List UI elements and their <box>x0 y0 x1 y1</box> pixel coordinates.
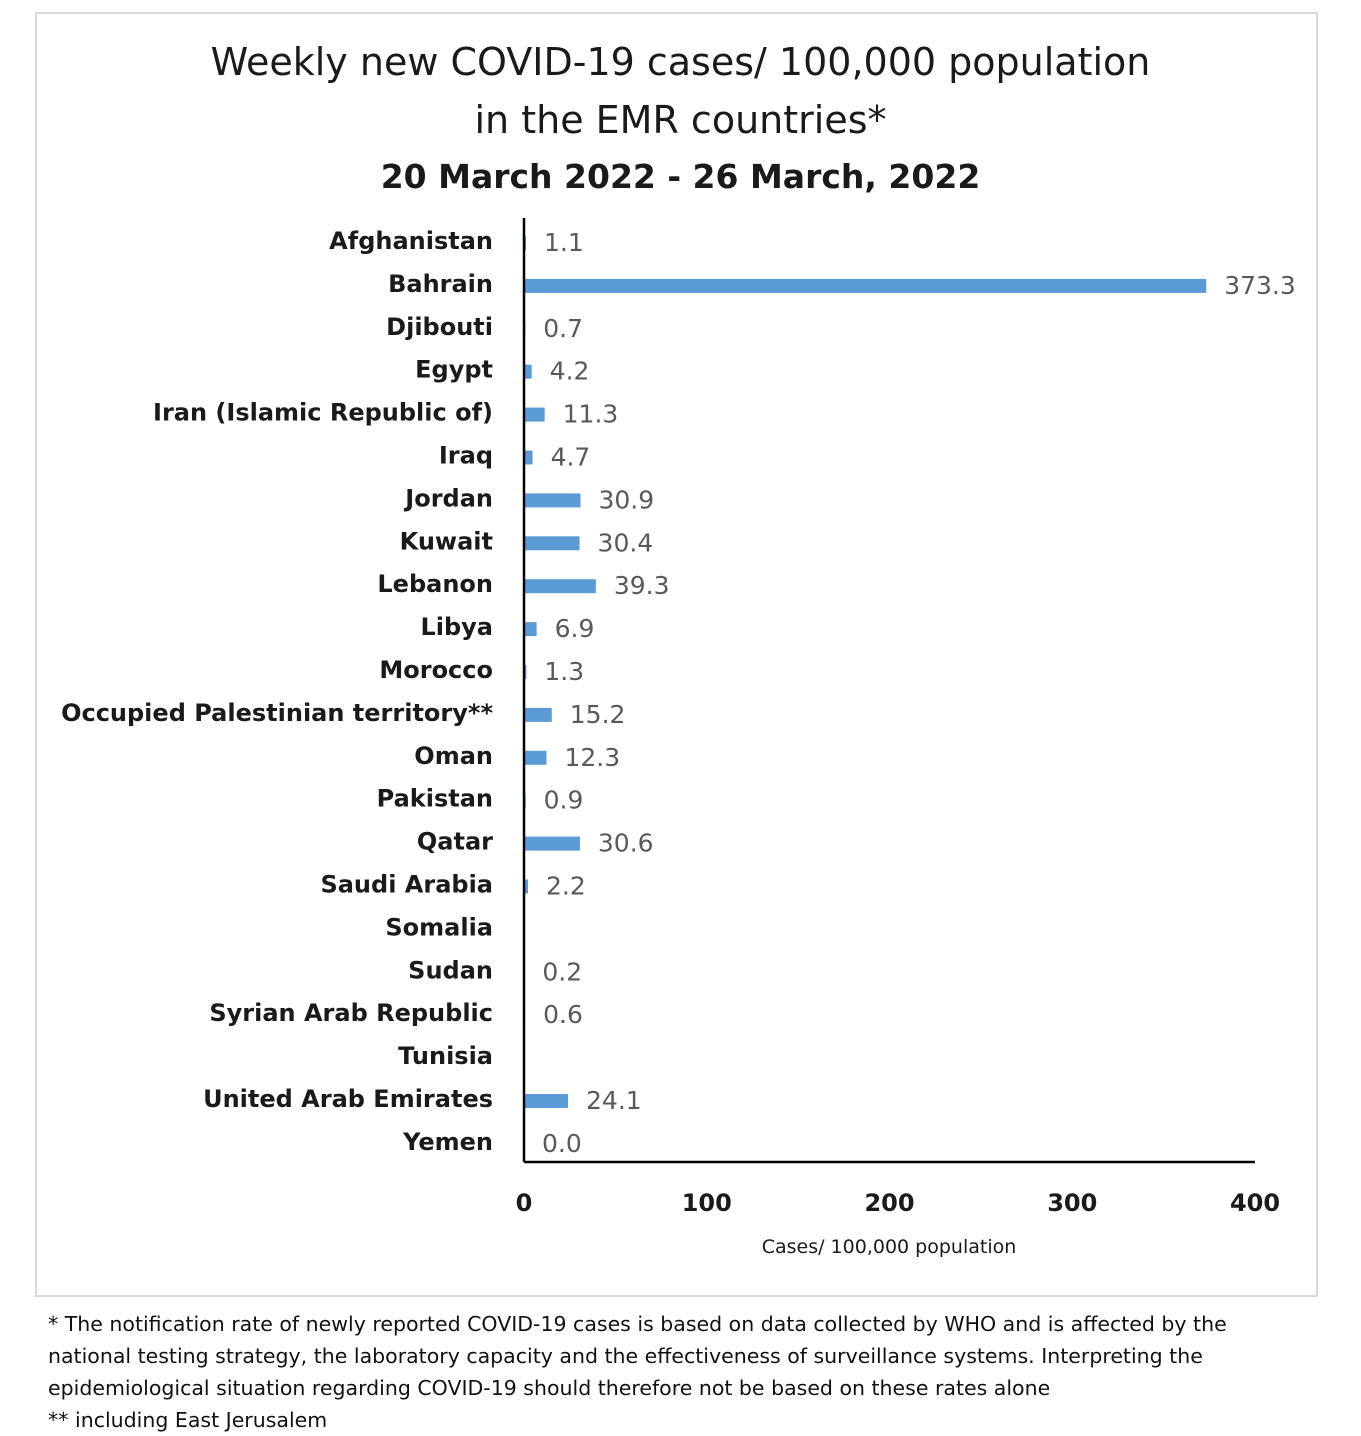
category-label: Yemen <box>402 1128 493 1156</box>
category-label: Saudi Arabia <box>320 871 493 899</box>
category-label: Oman <box>414 742 493 770</box>
bar <box>524 836 580 851</box>
category-label: Egypt <box>415 356 493 384</box>
x-tick-label: 200 <box>864 1189 914 1217</box>
chart-frame <box>35 12 1318 1297</box>
bar <box>524 622 537 637</box>
data-label: 24.1 <box>586 1086 642 1115</box>
category-label: Bahrain <box>388 270 493 298</box>
data-label: 0.6 <box>543 1000 583 1029</box>
chart-title-line-1: Weekly new COVID-19 cases/ 100,000 popul… <box>210 40 1151 84</box>
x-tick-label: 100 <box>682 1189 732 1217</box>
x-tick-label: 0 <box>516 1189 533 1217</box>
data-label: 2.2 <box>546 872 586 901</box>
footnote-line: epidemiological situation regarding COVI… <box>48 1376 1051 1400</box>
data-label: 0.0 <box>542 1129 582 1158</box>
data-label: 30.6 <box>598 829 654 858</box>
data-label: 12.3 <box>564 743 620 772</box>
bar-chart: Afghanistan 1.1 Bahrain 373.3 Djibouti 0.7 Egy… <box>61 218 1296 1258</box>
footnotes: * The notification rate of newly reporte… <box>48 1308 1338 1436</box>
category-label: Lebanon <box>377 570 493 598</box>
category-label: Somalia <box>385 913 493 941</box>
data-label: 15.2 <box>570 700 626 729</box>
x-tick-label: 400 <box>1230 1189 1280 1217</box>
data-label: 11.3 <box>563 400 619 429</box>
bar <box>524 879 529 894</box>
bar <box>524 579 596 594</box>
category-label: Djibouti <box>386 313 493 341</box>
footnote-line: * The notification rate of newly reporte… <box>48 1312 1227 1336</box>
category-label: Kuwait <box>400 527 493 555</box>
data-label: 6.9 <box>555 614 595 643</box>
data-label: 30.9 <box>598 485 654 514</box>
category-label: Qatar <box>417 828 493 856</box>
footnote-line: ** including East Jerusalem <box>48 1408 328 1432</box>
data-label: 1.1 <box>544 228 584 257</box>
category-label: Pakistan <box>377 785 493 813</box>
data-label: 0.2 <box>542 957 582 986</box>
category-label: Jordan <box>403 484 493 512</box>
data-label: 4.7 <box>551 443 591 472</box>
category-label: Morocco <box>379 656 493 684</box>
category-label: Sudan <box>408 956 493 984</box>
data-label: 30.4 <box>598 528 654 557</box>
category-label: Iran (Islamic Republic of) <box>153 399 493 427</box>
data-label: 0.7 <box>543 314 583 343</box>
data-label: 0.9 <box>544 786 584 815</box>
category-label: Iraq <box>439 442 493 470</box>
data-label: 39.3 <box>614 571 670 600</box>
bar <box>524 450 533 465</box>
category-label: Syrian Arab Republic <box>209 999 493 1027</box>
chart-title-line-2: in the EMR countries* <box>474 98 887 142</box>
bar <box>524 407 545 422</box>
data-label: 373.3 <box>1224 271 1296 300</box>
x-tick-label: 300 <box>1047 1189 1097 1217</box>
bar <box>524 493 581 508</box>
bar <box>524 536 580 551</box>
x-axis-title: Cases/ 100,000 population <box>762 1236 1017 1258</box>
bar <box>524 750 547 765</box>
chart-subtitle: 20 March 2022 - 26 March, 2022 <box>380 157 981 196</box>
data-label: 1.3 <box>544 657 584 686</box>
category-label: Tunisia <box>398 1042 493 1070</box>
bar <box>524 707 552 722</box>
category-label: Libya <box>420 613 493 641</box>
bar <box>524 364 532 379</box>
category-label: United Arab Emirates <box>203 1085 493 1113</box>
footnote-line: national testing strategy, the laborator… <box>48 1344 1203 1368</box>
bar <box>524 1094 569 1108</box>
data-label: 4.2 <box>550 357 590 386</box>
bar <box>524 278 1207 293</box>
category-label: Occupied Palestinian territory** <box>61 699 493 727</box>
category-label: Afghanistan <box>329 227 493 255</box>
